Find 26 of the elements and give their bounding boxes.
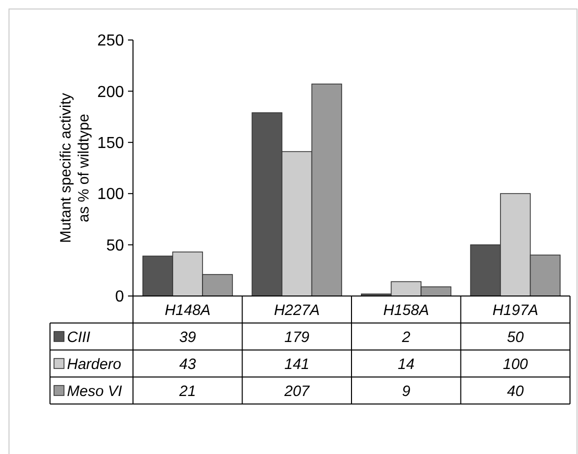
x-tick-label: H158A bbox=[383, 302, 430, 319]
x-tick-label: H148A bbox=[164, 302, 211, 319]
data-label: 50 bbox=[507, 328, 524, 346]
data-label: 9 bbox=[402, 382, 411, 400]
legend-label: CIII bbox=[67, 328, 90, 346]
y-tick-label: 100 bbox=[97, 186, 124, 204]
x-tick-label: H227A bbox=[274, 302, 320, 319]
data-label: 14 bbox=[398, 356, 414, 373]
y-tick-label: 250 bbox=[97, 32, 124, 50]
legend-label: Hardero bbox=[67, 356, 122, 373]
y-axis-title: Mutant specific activity as % of wildtype bbox=[58, 92, 92, 244]
data-label: 39 bbox=[179, 328, 197, 346]
y-tick-label: 200 bbox=[97, 84, 124, 101]
data-label: 21 bbox=[178, 382, 196, 400]
y-tick-label: 0 bbox=[115, 288, 124, 306]
data-label: 207 bbox=[283, 382, 310, 400]
data-label: 179 bbox=[284, 328, 310, 346]
data-label: 141 bbox=[284, 356, 310, 373]
x-tick-label: H197A bbox=[492, 302, 538, 319]
data-label: 40 bbox=[507, 382, 524, 400]
data-label: 100 bbox=[502, 356, 529, 373]
data-label: 2 bbox=[400, 328, 411, 346]
y-tick-label: 50 bbox=[106, 237, 124, 254]
y-tick-label: 150 bbox=[97, 135, 124, 152]
data-label: 43 bbox=[179, 356, 197, 373]
legend-label: Meso VI bbox=[67, 382, 122, 400]
